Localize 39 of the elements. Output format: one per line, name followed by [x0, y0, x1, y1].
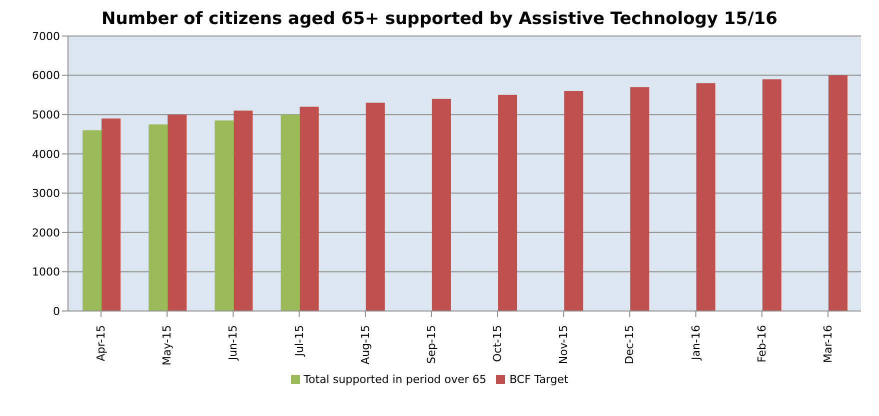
y-tick-label: 6000	[32, 69, 60, 82]
x-tick-label: Mar-16	[821, 325, 834, 364]
y-tick-label: 5000	[32, 108, 60, 122]
bar	[762, 79, 782, 311]
bar	[432, 98, 451, 311]
x-tick-label: Sep-15	[424, 325, 438, 364]
x-tick-label: Jan-16	[689, 325, 702, 361]
bar	[828, 75, 848, 311]
legend-label: Total supported in period over 65	[304, 373, 486, 386]
bar	[630, 87, 650, 311]
bar	[214, 120, 234, 311]
bar	[102, 118, 121, 311]
bar	[82, 130, 102, 311]
bar	[280, 114, 300, 311]
bar	[696, 83, 716, 311]
x-tick-label: Nov-15	[557, 325, 570, 364]
bar	[366, 102, 385, 311]
bar	[148, 124, 168, 311]
y-tick-label: 3000	[32, 187, 60, 200]
x-tick-label: Apr-15	[94, 325, 108, 362]
x-tick-label: Feb-16	[755, 325, 768, 362]
y-tick-label: 2000	[32, 226, 60, 240]
x-tick-label: May-15	[160, 325, 174, 366]
y-tick-label: 1000	[32, 266, 60, 279]
bar	[498, 94, 518, 311]
x-tick-label: Oct-15	[491, 325, 504, 362]
x-tick-label: Dec-15	[623, 325, 636, 364]
x-tick-label: Jul-15	[292, 325, 306, 358]
bar	[300, 106, 319, 311]
y-tick-label: 0	[53, 304, 60, 318]
legend-label: BCF Target	[509, 373, 568, 386]
bar	[168, 114, 187, 311]
bar	[234, 110, 253, 311]
x-tick-label: Aug-15	[358, 325, 372, 364]
chart-title: Number of citizens aged 65+ supported by Assistive Technology 15/16	[100, 8, 778, 30]
x-tick-label: Jun-15	[226, 325, 240, 362]
y-tick-label: 7000	[32, 30, 60, 43]
y-tick-label: 4000	[32, 148, 60, 161]
bar	[564, 91, 584, 311]
